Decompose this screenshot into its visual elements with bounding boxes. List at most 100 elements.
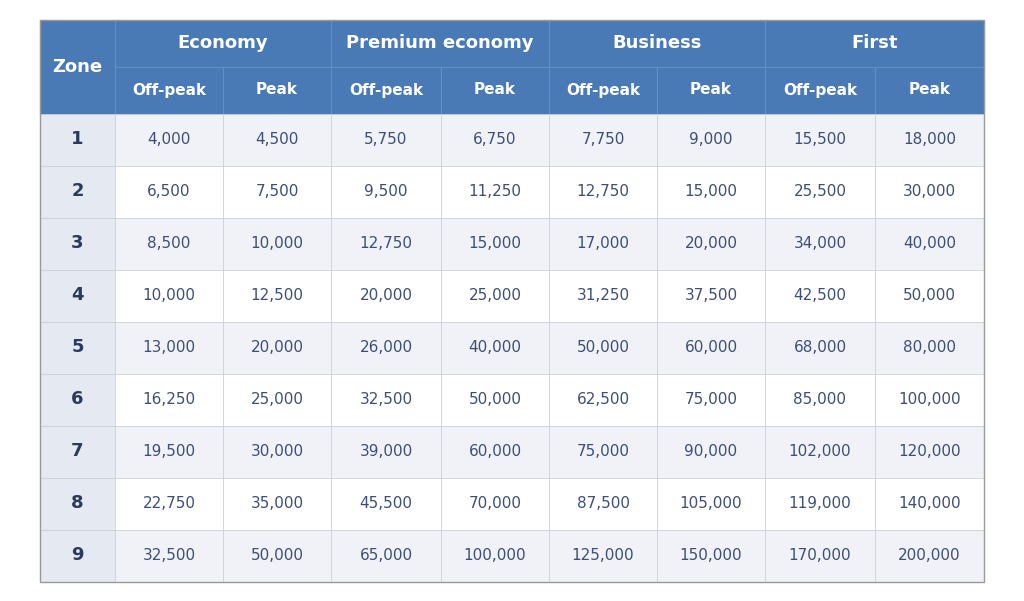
Bar [874,478,984,529]
Text: 50,000: 50,000 [903,288,956,303]
Bar [874,114,984,165]
Text: 20,000: 20,000 [684,236,737,251]
Text: 16,250: 16,250 [142,392,196,407]
Bar [874,529,984,582]
Text: Zone: Zone [52,58,102,76]
Bar [657,67,765,114]
Text: 90,000: 90,000 [684,444,737,459]
Text: 30,000: 30,000 [903,184,956,199]
Bar [765,426,874,478]
Bar [874,269,984,322]
Bar [765,373,874,426]
Bar [331,478,441,529]
Text: 15,500: 15,500 [794,132,847,147]
Text: 8: 8 [72,495,84,513]
Bar [223,373,331,426]
Bar [441,478,549,529]
Bar [765,269,874,322]
Bar [115,426,223,478]
Text: Off-peak: Off-peak [566,82,640,97]
Text: 75,000: 75,000 [577,444,630,459]
Bar [40,218,115,269]
Text: Peak: Peak [908,82,950,97]
Text: Premium economy: Premium economy [346,34,534,52]
Text: 15,000: 15,000 [684,184,737,199]
Text: 18,000: 18,000 [903,132,956,147]
Bar [331,269,441,322]
Bar [657,426,765,478]
Bar [331,218,441,269]
Text: 13,000: 13,000 [142,340,196,355]
Text: 12,750: 12,750 [359,236,413,251]
Text: 32,500: 32,500 [142,548,196,563]
Bar [657,165,765,218]
Bar [40,165,115,218]
Text: Business: Business [612,34,701,52]
Text: 20,000: 20,000 [359,288,413,303]
Bar [765,165,874,218]
Text: 140,000: 140,000 [898,496,961,511]
Bar [40,269,115,322]
Bar [331,322,441,373]
Bar [115,478,223,529]
Text: 9: 9 [72,546,84,564]
Text: 7,750: 7,750 [582,132,625,147]
Text: 1: 1 [72,130,84,148]
Text: 80,000: 80,000 [903,340,956,355]
Bar [765,67,874,114]
Bar [40,529,115,582]
Bar [441,373,549,426]
Text: 68,000: 68,000 [794,340,847,355]
Text: 25,000: 25,000 [251,392,303,407]
Bar [223,426,331,478]
Bar [874,426,984,478]
Text: 31,250: 31,250 [577,288,630,303]
Text: 9,000: 9,000 [689,132,733,147]
Bar [549,478,657,529]
Text: Off-peak: Off-peak [349,82,423,97]
Bar [441,322,549,373]
Text: Peak: Peak [690,82,732,97]
Bar [441,218,549,269]
Bar [765,529,874,582]
Bar [40,478,115,529]
Text: 100,000: 100,000 [464,548,526,563]
Bar [331,19,549,67]
Text: 200,000: 200,000 [898,548,961,563]
Bar [115,114,223,165]
Text: 50,000: 50,000 [251,548,303,563]
Bar [549,426,657,478]
Text: 4,000: 4,000 [147,132,190,147]
Bar [40,426,115,478]
Bar [441,165,549,218]
Bar [223,529,331,582]
Bar [40,114,115,165]
Bar [441,426,549,478]
Text: 10,000: 10,000 [142,288,196,303]
Bar [657,269,765,322]
Text: Off-peak: Off-peak [783,82,857,97]
Bar [765,114,874,165]
Bar [657,478,765,529]
Text: 25,000: 25,000 [469,288,521,303]
Text: 37,500: 37,500 [684,288,737,303]
Text: 50,000: 50,000 [469,392,521,407]
Text: 34,000: 34,000 [794,236,847,251]
Bar [115,218,223,269]
Text: 4: 4 [72,287,84,305]
Bar [441,529,549,582]
Text: 15,000: 15,000 [469,236,521,251]
Bar [549,269,657,322]
Bar [331,165,441,218]
Text: 19,500: 19,500 [142,444,196,459]
Text: 75,000: 75,000 [684,392,737,407]
Text: 26,000: 26,000 [359,340,413,355]
Text: 105,000: 105,000 [680,496,742,511]
Text: 40,000: 40,000 [903,236,956,251]
Bar [115,269,223,322]
Text: 6,750: 6,750 [473,132,517,147]
Bar [223,165,331,218]
Text: 60,000: 60,000 [468,444,521,459]
Text: 2: 2 [72,183,84,201]
Text: 8,500: 8,500 [147,236,190,251]
